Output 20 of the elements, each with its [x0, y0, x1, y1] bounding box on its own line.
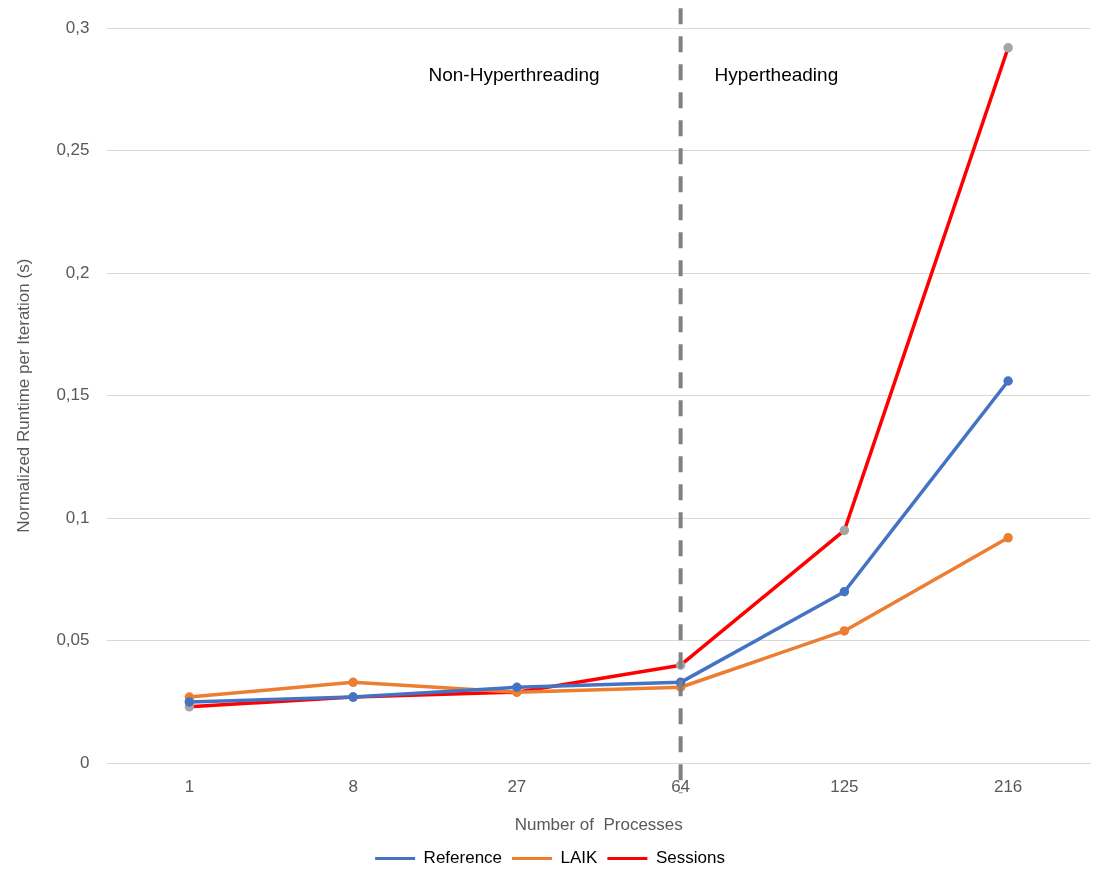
y-tick-label: 0,25 [56, 140, 90, 160]
x-tick-label: 27 [507, 777, 527, 797]
y-axis-title: Normalized Runtime per Iteration (s) [13, 258, 33, 533]
legend-label: LAIK [560, 848, 599, 868]
x-tick-label: 8 [348, 777, 358, 797]
x-tick-label: 64 [671, 777, 691, 797]
legend-label: Reference [423, 848, 503, 868]
x-tick-label: 1 [184, 777, 195, 797]
y-tick-label: 0,05 [56, 630, 90, 650]
annotation: Non-Hyperthreading [428, 64, 600, 86]
annotation: Hypertheading [714, 64, 839, 86]
x-tick-label: 216 [993, 777, 1023, 797]
y-tick-label: 0,3 [65, 17, 90, 37]
legend-label: Sessions [655, 848, 725, 868]
y-tick-label: 0,15 [56, 385, 90, 405]
y-tick-label: 0 [80, 752, 90, 772]
x-tick-label: 125 [830, 777, 859, 797]
x-axis-title: Number of Processes [514, 815, 683, 835]
y-tick-label: 0,1 [65, 507, 90, 527]
y-tick-label: 0,2 [65, 262, 90, 282]
